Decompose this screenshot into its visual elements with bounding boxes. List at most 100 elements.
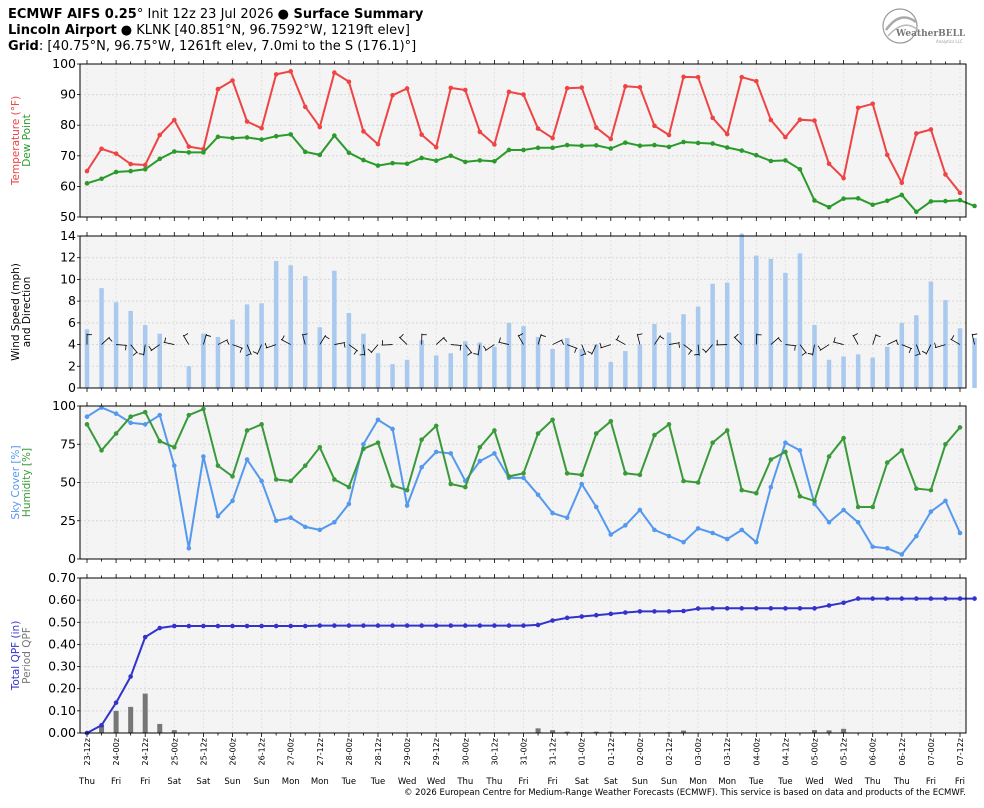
weatherbell-logo: WeatherBELL Analytics LLC — [882, 8, 966, 44]
total-qpf-point — [99, 722, 104, 728]
wind-barb-flag — [359, 354, 365, 356]
temperature-point — [302, 104, 308, 110]
wind-barb — [925, 344, 932, 355]
sky-cover-point — [884, 545, 890, 551]
wind-barb-flag — [281, 335, 285, 341]
wind-speed-bar — [84, 329, 90, 388]
humidity-point — [463, 484, 468, 490]
dewpoint-point — [142, 166, 148, 172]
wind-barb — [182, 334, 190, 345]
temperature-point — [99, 146, 104, 152]
humidity-point — [855, 504, 861, 510]
humidity-point — [957, 425, 963, 430]
wind-barb — [485, 344, 495, 352]
humidity-point — [652, 432, 657, 438]
sky-cover-point — [724, 536, 730, 542]
wind-barb-flag — [778, 337, 782, 343]
dewpoint-point — [375, 163, 381, 168]
wind-barb-flag — [678, 342, 681, 348]
wind-barb — [591, 344, 597, 355]
humidity-point — [681, 478, 686, 484]
wind-barb — [265, 344, 277, 349]
total-qpf-point — [564, 615, 570, 621]
total-qpf-point — [477, 623, 483, 628]
wind-barb-flag — [399, 333, 404, 338]
humidity-point — [884, 460, 890, 465]
wind-speed-bar — [128, 310, 133, 388]
temperature-point — [943, 172, 948, 177]
x-day-label: Sat — [575, 777, 590, 787]
sky-cover-point — [113, 411, 119, 416]
temperature-point — [433, 144, 439, 150]
humidity-point — [841, 435, 846, 441]
wind-speed-bar — [797, 253, 803, 388]
temperature-point — [623, 84, 628, 89]
total-qpf-point — [215, 623, 221, 629]
temperature-point — [186, 144, 192, 149]
wind-barb-flag — [206, 334, 212, 337]
y-tick-label: 6 — [68, 315, 76, 330]
dewpoint-point — [288, 132, 294, 137]
x-day-label: Fri — [140, 777, 150, 787]
dewpoint-point — [302, 149, 308, 155]
wind-barb — [852, 334, 859, 345]
x-axis-labels: 23-12z 24-00z 24-12z 25-00z 25-12z 26-00z 26-1… — [78, 738, 965, 787]
sky-cover-point — [710, 530, 715, 536]
temperature-point — [884, 152, 890, 158]
x-time-label: 29-12z — [432, 738, 441, 765]
wind-barb-flag — [853, 333, 858, 337]
wind-speed-bar — [375, 353, 381, 388]
sky-cover-point — [681, 539, 686, 545]
period-qpf-bar — [157, 723, 163, 733]
sky-cover-point — [361, 441, 366, 447]
wind-barb — [567, 344, 578, 349]
sky-cover-point — [375, 417, 381, 423]
wind-barb — [950, 338, 961, 345]
total-qpf-point — [884, 596, 890, 601]
sky-cover-point — [244, 457, 250, 462]
sky-cover-point — [317, 527, 323, 533]
wind-barb-flag — [659, 335, 665, 340]
temperature-point — [739, 74, 745, 80]
dewpoint-line — [86, 133, 975, 214]
wind-barb — [705, 344, 713, 354]
total-qpf-point — [899, 596, 905, 601]
total-qpf-point — [157, 625, 163, 631]
temperature-point — [317, 124, 323, 130]
dewpoint-point — [724, 145, 730, 150]
wind-barb — [498, 341, 510, 345]
wind-speed-bar — [477, 342, 483, 388]
y-tick-label: 2 — [68, 358, 76, 373]
dewpoint-point — [113, 169, 119, 175]
total-qpf-point — [652, 609, 657, 614]
dewpoint-point — [535, 145, 541, 151]
wind-barb — [537, 333, 542, 345]
wind-barb — [464, 344, 473, 354]
dewpoint-point — [652, 142, 657, 148]
x-time-label: 25-12z — [199, 738, 208, 765]
total-qpf-point — [797, 606, 803, 611]
total-qpf-point — [492, 623, 497, 628]
wind-barb — [435, 336, 445, 345]
x-day-label: Fri — [111, 777, 121, 787]
y-tick-label: 0.20 — [48, 681, 76, 696]
wind-barb-flag — [908, 348, 912, 354]
dewpoint-point — [433, 158, 439, 163]
temperature-point — [404, 86, 410, 91]
wind-speed-bar — [899, 322, 905, 388]
wind-barb — [246, 344, 252, 355]
wind-speed-bar — [157, 333, 162, 388]
temperature-point — [332, 70, 337, 75]
sky-cover-point — [288, 515, 294, 520]
wind-barb-flag — [302, 333, 308, 336]
temperature-point — [113, 151, 119, 156]
total-qpf-point — [448, 623, 454, 628]
temperature-point — [463, 87, 468, 93]
dewpoint-point — [637, 143, 643, 149]
dewpoint-point — [230, 135, 235, 141]
dewpoint-point — [681, 139, 686, 145]
dewpoint-point — [463, 159, 468, 165]
wind-speed-bar — [885, 346, 890, 388]
header-line-3: Grid: [40.75°N, 96.75°W, 1261ft elev, 7.… — [8, 39, 416, 55]
y-tick-label: 0.00 — [48, 725, 76, 740]
